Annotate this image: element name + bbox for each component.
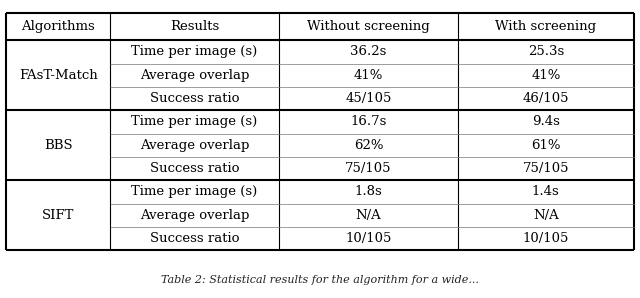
Text: Algorithms: Algorithms [21, 20, 95, 33]
Text: SIFT: SIFT [42, 209, 74, 222]
Text: 41%: 41% [531, 69, 561, 82]
Text: 1.8s: 1.8s [355, 185, 383, 198]
Text: 16.7s: 16.7s [351, 115, 387, 128]
Text: 61%: 61% [531, 139, 561, 152]
Text: N/A: N/A [533, 209, 559, 222]
Text: Table 2: Statistical results for the algorithm for a wide...: Table 2: Statistical results for the alg… [161, 275, 479, 285]
Text: Without screening: Without screening [307, 20, 430, 33]
Text: Results: Results [170, 20, 219, 33]
Text: Success ratio: Success ratio [150, 92, 239, 105]
Text: 25.3s: 25.3s [527, 45, 564, 58]
Text: Average overlap: Average overlap [140, 209, 249, 222]
Text: N/A: N/A [356, 209, 381, 222]
Text: FAsT-Match: FAsT-Match [19, 69, 97, 82]
Text: Time per image (s): Time per image (s) [131, 185, 258, 198]
Text: Success ratio: Success ratio [150, 162, 239, 175]
Text: 1.4s: 1.4s [532, 185, 559, 198]
Text: 10/105: 10/105 [523, 232, 569, 245]
Text: Time per image (s): Time per image (s) [131, 115, 258, 128]
Text: BBS: BBS [44, 139, 72, 152]
Text: 41%: 41% [354, 69, 383, 82]
Text: 62%: 62% [354, 139, 383, 152]
Text: 36.2s: 36.2s [351, 45, 387, 58]
Text: 9.4s: 9.4s [532, 115, 560, 128]
Text: Success ratio: Success ratio [150, 232, 239, 245]
Text: 75/105: 75/105 [346, 162, 392, 175]
Text: Time per image (s): Time per image (s) [131, 45, 258, 58]
Text: 46/105: 46/105 [522, 92, 569, 105]
Text: With screening: With screening [495, 20, 596, 33]
Text: 10/105: 10/105 [346, 232, 392, 245]
Text: Average overlap: Average overlap [140, 69, 249, 82]
Text: 75/105: 75/105 [522, 162, 569, 175]
Text: 45/105: 45/105 [346, 92, 392, 105]
Text: Average overlap: Average overlap [140, 139, 249, 152]
